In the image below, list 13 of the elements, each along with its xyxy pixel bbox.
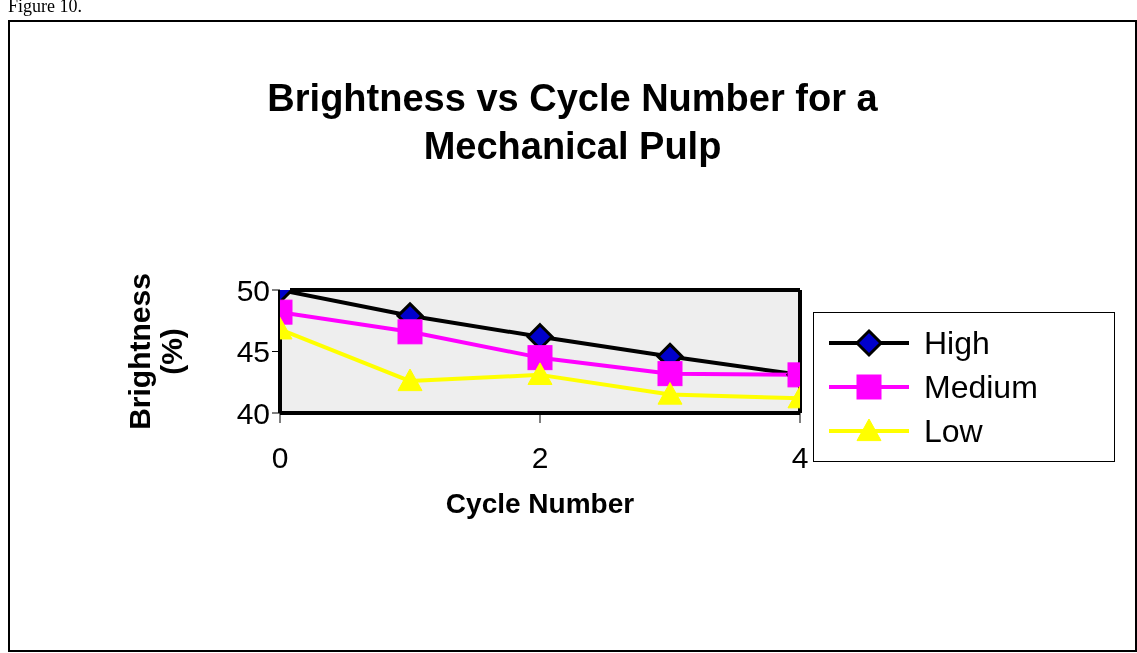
- legend-label: High: [924, 324, 990, 362]
- chart-title: Brightness vs Cycle Number for a Mechanical Pulp: [266, 76, 879, 169]
- caption: Figure 10.: [8, 0, 82, 17]
- x-tick-label: 0: [271, 441, 289, 475]
- x-tick-label: 4: [791, 441, 809, 475]
- y-tick-label: 50: [236, 273, 270, 307]
- legend-label: Low: [924, 412, 983, 450]
- y-tick-label: 40: [236, 396, 270, 430]
- legend-label: Medium: [924, 368, 1038, 406]
- x-tick-label: 2: [531, 441, 549, 475]
- x-axis-title: Cycle Number: [445, 488, 635, 519]
- y-tick-label: 45: [236, 335, 270, 369]
- y-axis-title: Brightness (%): [123, 273, 188, 430]
